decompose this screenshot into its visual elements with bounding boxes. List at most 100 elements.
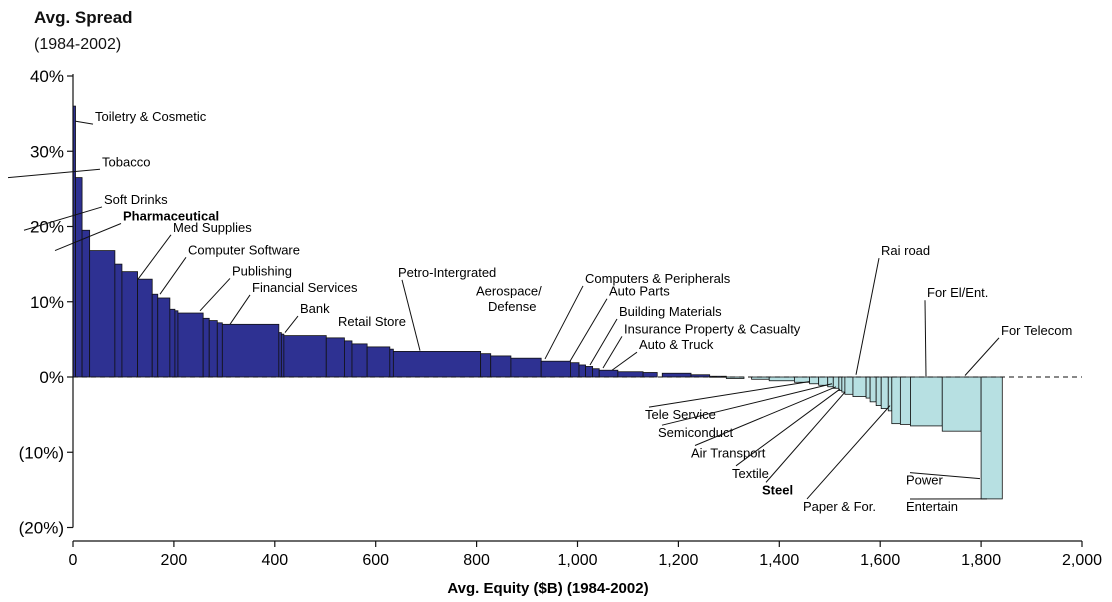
leader-line [662,384,832,425]
bar-9 [170,309,175,377]
bar-8 [158,298,170,377]
y-tick-label: 10% [30,293,64,312]
bar-53 [876,377,881,406]
x-tick-label: 400 [261,552,288,569]
annotation-label: For Telecom [1001,323,1072,338]
bar-46 [833,377,839,388]
annotation-label: Auto & Truck [639,337,714,352]
bar-41 [769,377,794,381]
annotation-label: Insurance Property & Casualty [624,321,801,336]
x-tick-label: 600 [362,552,389,569]
bar-59 [942,377,981,431]
bar-10 [175,311,178,377]
bar-50 [853,377,866,397]
annotation-label: Tobacco [102,154,150,169]
y-tick-label: (20%) [19,519,64,538]
leader-line [570,299,607,361]
leader-line [200,278,230,310]
annotation-label: Financial Services [252,280,358,295]
bar-44 [819,377,828,385]
annotation-label: Steel [762,482,793,497]
bar-32 [593,369,600,377]
leader-line [8,169,100,177]
annotation-label: For El/Ent. [927,285,988,300]
leader-line [649,382,810,408]
annotation-label: Air Transport [691,446,766,461]
bar-2 [82,230,90,377]
bar-28 [541,361,570,377]
y-tick-label: (10%) [19,443,64,462]
leader-line [160,257,186,294]
bar-26 [491,356,511,377]
leader-line [138,235,171,279]
bar-30 [579,365,586,377]
bar-24 [393,351,480,377]
annotation-label: Power [906,473,944,488]
annotation-label: Soft Drinks [104,192,168,207]
annotation-label: Paper & For. [803,499,876,514]
x-tick-label: 1,400 [759,552,799,569]
annotation-label: Med Supplies [173,220,252,235]
bar-21 [352,344,367,377]
x-axis-label: Avg. Equity ($B) (1984-2002) [447,580,648,597]
x-tick-label: 800 [463,552,490,569]
annotation-label: Rai road [881,243,930,258]
bar-49 [845,377,853,394]
annotation-label: Semiconduct [658,425,734,440]
bar-22 [367,347,390,377]
leader-line [590,319,617,365]
leader-line [612,352,637,370]
leader-line [925,300,926,376]
bar-23 [390,349,394,377]
leader-line [695,387,836,446]
y-tick-label: 30% [30,142,64,161]
bar-56 [892,377,901,424]
bar-6 [138,279,153,377]
bar-45 [828,377,834,387]
bar-7 [152,294,158,377]
annotation-label: Computer Software [188,242,300,257]
annotation-label: Toiletry & Cosmetic [95,109,207,124]
bar-60 [981,377,1002,499]
bar-33 [599,370,618,377]
bar-3 [90,251,115,377]
x-tick-label: 1,200 [658,552,698,569]
bar-14 [217,323,222,377]
annotation-label: Defense [488,299,536,314]
bar-5 [122,272,138,377]
leader-line [75,121,93,124]
x-tick-label: 1,800 [961,552,1001,569]
x-tick-label: 1,000 [557,552,597,569]
y-tick-label: 40% [30,67,64,86]
bar-1 [76,178,83,377]
leader-line [285,316,298,333]
x-tick-label: 200 [161,552,188,569]
bar-18 [284,336,326,377]
bar-25 [481,354,491,377]
annotation-label: Publishing [232,263,292,278]
leader-line [603,336,622,368]
leader-line [965,338,999,376]
annotation-label: Retail Store [338,314,406,329]
annotation-label: Bank [300,301,330,316]
bar-47 [839,377,842,391]
leader-line [856,258,879,375]
bar-52 [870,377,876,402]
x-tick-label: 0 [69,552,78,569]
bar-27 [511,358,541,377]
bar-19 [326,338,344,377]
annotation-label: Aerospace/ [476,284,542,299]
annotation-label: Building Materials [619,304,722,319]
bar-20 [344,341,352,377]
bar-48 [842,377,845,392]
bar-34 [618,372,643,377]
bar-29 [570,363,579,377]
leader-line [807,406,890,499]
bar-35 [643,372,657,377]
leader-line [230,295,250,324]
leader-line [736,389,840,466]
bar-12 [203,318,209,377]
bar-54 [881,377,888,409]
